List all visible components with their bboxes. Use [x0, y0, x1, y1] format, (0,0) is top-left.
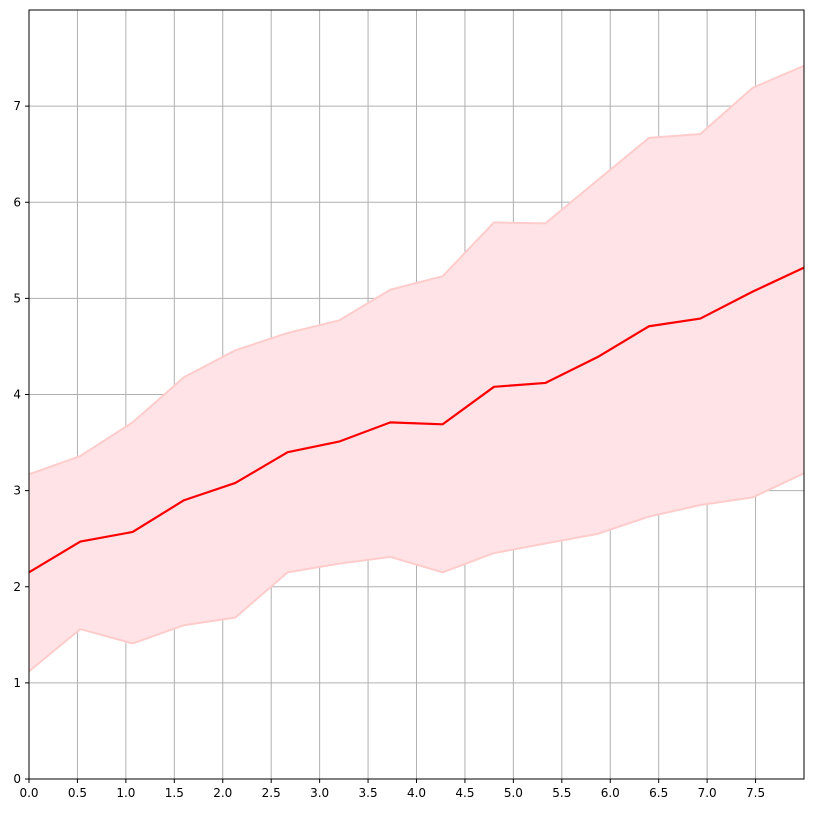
x-tick-label: 3.0 [310, 786, 329, 800]
y-tick-label: 4 [13, 388, 21, 402]
x-tick-label: 6.0 [601, 786, 620, 800]
x-tick-label: 0.0 [19, 786, 38, 800]
y-tick-label: 0 [13, 772, 21, 786]
x-tick-label: 6.5 [649, 786, 668, 800]
y-tick-label: 7 [13, 99, 21, 113]
x-tick-label: 2.0 [213, 786, 232, 800]
y-tick-label: 3 [13, 484, 21, 498]
series-line [28, 266, 805, 574]
x-tick-label: 2.5 [262, 786, 281, 800]
x-tick-label: 5.5 [552, 786, 571, 800]
x-axis: 0.0 0.5 1.0 1.5 2.0 2.5 3.0 3.5 4.0 4.5 5.0 5.5 6.0 6… [19, 779, 765, 800]
x-tick-label: 4.5 [455, 786, 474, 800]
x-tick-label: 1.5 [165, 786, 184, 800]
y-tick-label: 5 [13, 291, 21, 305]
band-upper-edge [28, 64, 805, 476]
x-tick-label: 3.5 [359, 786, 378, 800]
x-tick-label: 5.0 [504, 786, 523, 800]
y-axis: 0 1 2 3 4 5 6 7 [13, 99, 29, 786]
y-tick-label: 1 [13, 676, 21, 690]
y-tick-label: 6 [13, 195, 21, 209]
band-lower-edge [28, 472, 805, 673]
y-tick-label: 2 [13, 580, 21, 594]
x-tick-label: 4.0 [407, 786, 426, 800]
confidence-band [29, 65, 804, 672]
x-tick-label: 7.5 [746, 786, 765, 800]
x-tick-label: 7.0 [698, 786, 717, 800]
x-tick-label: 1.0 [116, 786, 135, 800]
x-tick-label: 0.5 [68, 786, 87, 800]
